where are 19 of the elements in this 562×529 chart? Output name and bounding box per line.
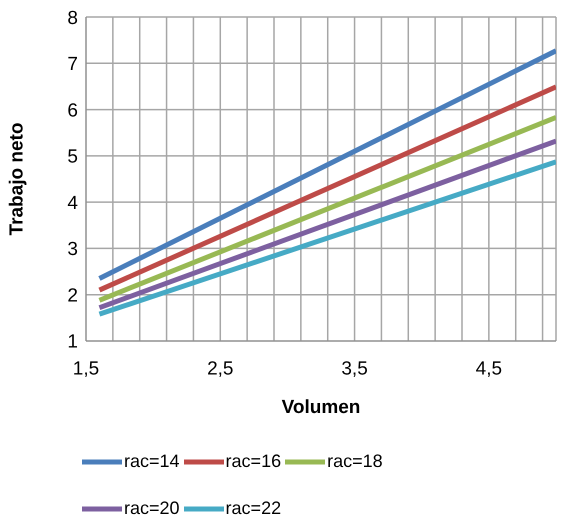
x-tick-label: 1,5	[72, 358, 100, 380]
x-tick-label: 4,5	[476, 358, 502, 380]
y-axis-title: Trabajo neto	[6, 122, 28, 236]
x-tick-label: 3,5	[341, 358, 368, 380]
x-axis-title: Volumen	[282, 397, 360, 418]
legend-label: rac=18	[327, 451, 383, 472]
x-tick-label: 2,5	[207, 358, 234, 380]
y-tick-label: 7	[67, 54, 78, 76]
y-tick-label: 5	[67, 146, 78, 168]
y-tick-label: 2	[67, 285, 78, 306]
y-tick-label: 4	[67, 192, 78, 214]
legend-label: rac=14	[124, 451, 180, 472]
y-tick-label: 3	[67, 239, 78, 260]
legend-label: rac=22	[226, 498, 282, 519]
y-tick-label: 1	[67, 332, 78, 353]
legend-label: rac=16	[226, 451, 282, 472]
y-tick-label: 8	[67, 8, 78, 29]
legend-label: rac=20	[124, 498, 180, 519]
y-tick-label: 6	[67, 100, 78, 122]
